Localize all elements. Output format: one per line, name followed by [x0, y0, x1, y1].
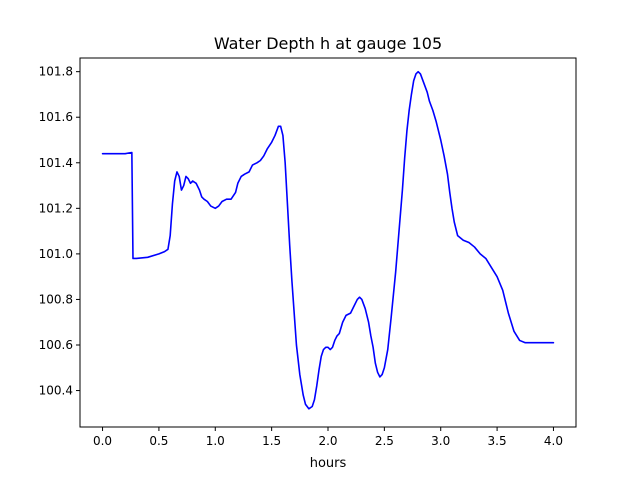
x-tick-label: 1.0 [206, 434, 225, 448]
y-tick-label: 101.4 [39, 156, 73, 170]
x-tick-label: 2.0 [318, 434, 337, 448]
chart-title: Water Depth h at gauge 105 [214, 34, 442, 53]
x-tick-label: 0.0 [93, 434, 112, 448]
x-axis-label: hours [310, 456, 347, 471]
x-tick-label: 0.5 [149, 434, 168, 448]
x-tick-label: 3.5 [488, 434, 507, 448]
y-tick-label: 100.4 [39, 384, 73, 398]
x-tick-label: 2.5 [375, 434, 394, 448]
y-tick-label: 100.6 [39, 338, 73, 352]
series-line-0 [101, 70, 555, 410]
x-tick-label: 1.5 [262, 434, 281, 448]
y-tick-label: 101.6 [39, 110, 73, 124]
y-tick-label: 100.8 [39, 292, 73, 306]
x-tick-label: 4.0 [544, 434, 563, 448]
y-tick-label: 101.2 [39, 201, 73, 215]
axes-frame [79, 57, 577, 428]
y-tick-label: 101.8 [39, 65, 73, 79]
y-tick-label: 101.0 [39, 247, 73, 261]
x-tick-label: 3.0 [431, 434, 450, 448]
